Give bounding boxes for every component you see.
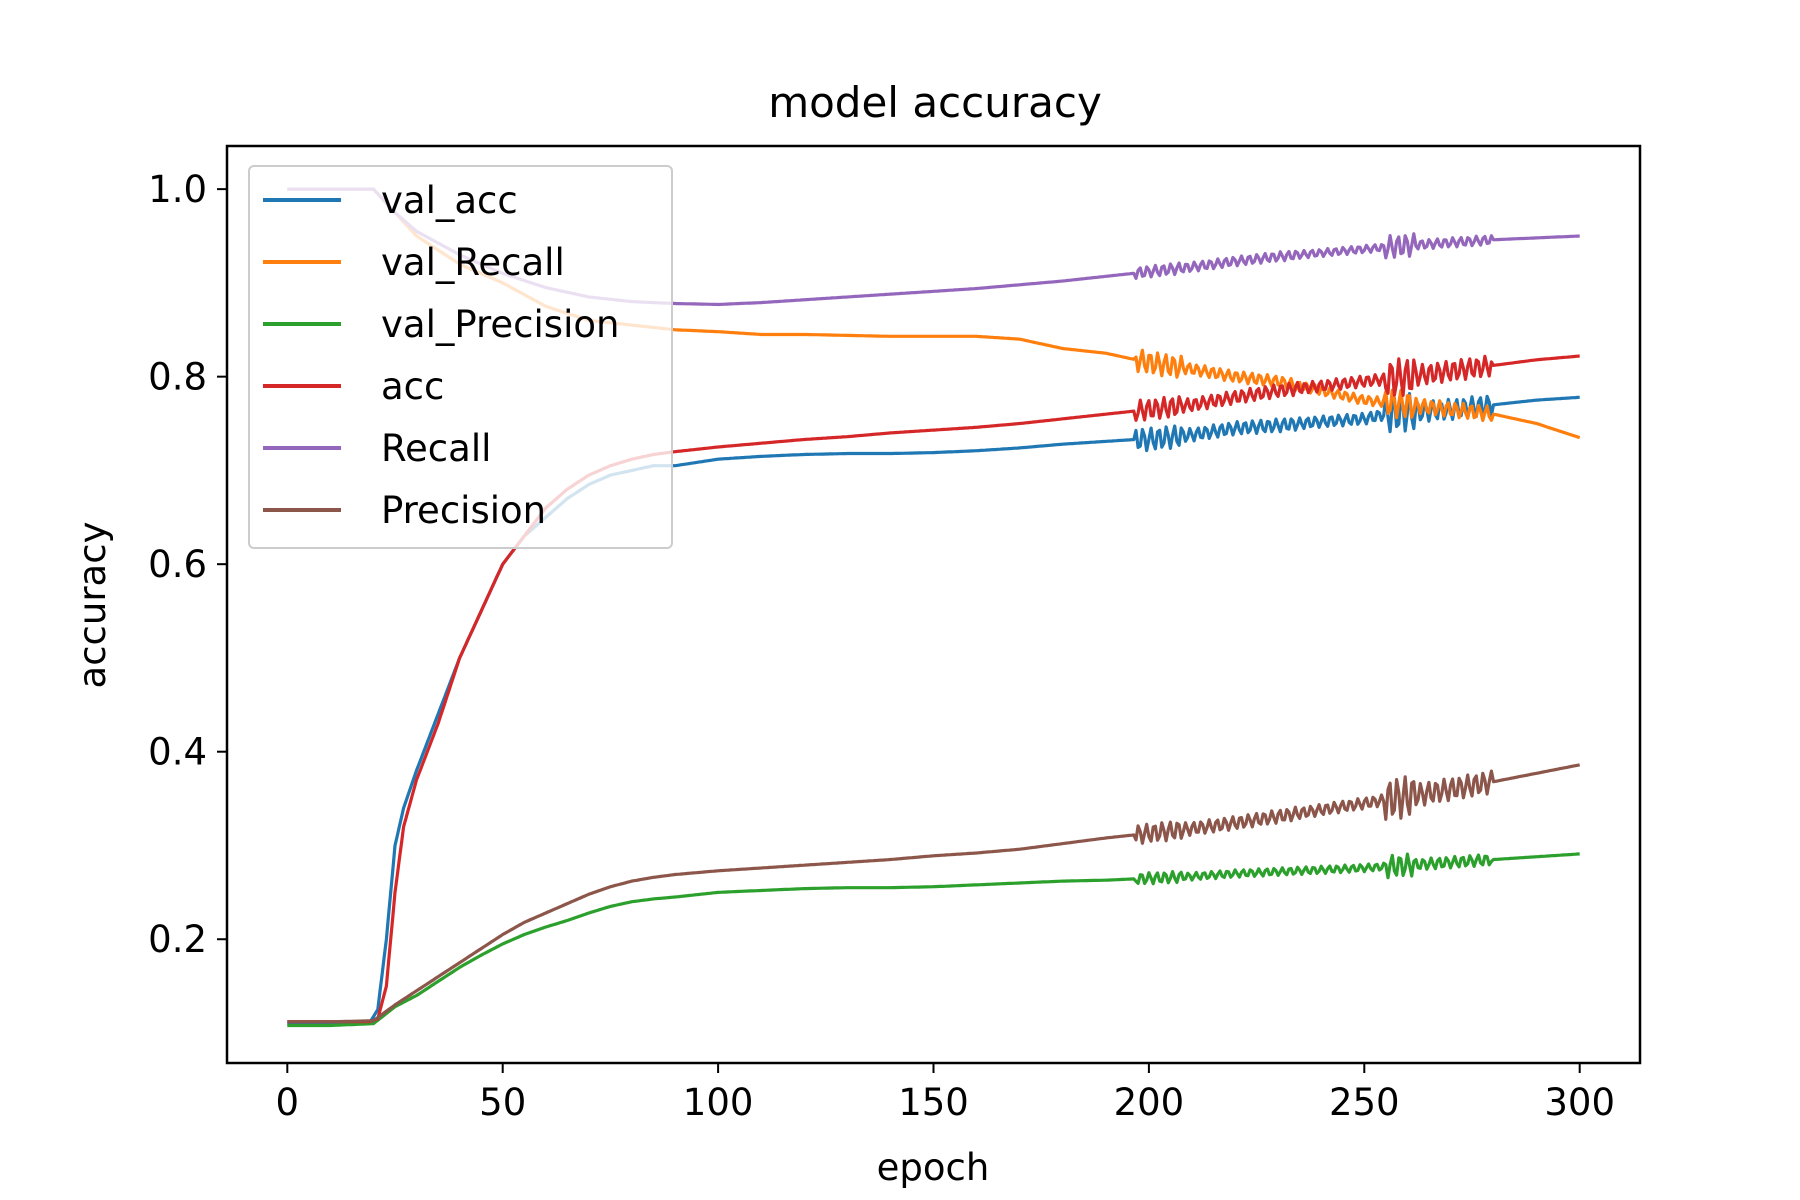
y-tick-label: 0.8 <box>148 356 207 399</box>
chart-title: model accuracy <box>768 78 1102 127</box>
legend-label: Recall <box>381 427 491 470</box>
y-tick-label: 0.2 <box>148 918 207 961</box>
y-tick-label: 1.0 <box>148 168 207 211</box>
legend-box <box>248 165 673 549</box>
x-tick-label: 100 <box>683 1081 754 1124</box>
x-tick-label: 0 <box>276 1081 300 1124</box>
legend-label: Precision <box>381 489 546 532</box>
series-line-precision <box>287 763 1581 1024</box>
y-axis-label: accuracy <box>71 522 114 689</box>
x-tick-label: 300 <box>1544 1081 1615 1124</box>
x-tick-label: 50 <box>479 1081 526 1124</box>
legend-label: val_acc <box>381 179 518 222</box>
x-tick-label: 150 <box>898 1081 969 1124</box>
x-tick-label: 200 <box>1114 1081 1185 1124</box>
x-axis-label: epoch <box>877 1146 990 1189</box>
x-axis: 0 50 100 150 200 250 300 <box>276 1063 1615 1124</box>
series-line-val-precision <box>287 852 1580 1028</box>
legend-label: val_Precision <box>381 303 619 346</box>
series-line-acc <box>287 354 1580 1024</box>
x-tick-label: 250 <box>1329 1081 1400 1124</box>
y-tick-label: 0.6 <box>148 543 207 586</box>
y-tick-label: 0.4 <box>148 731 207 774</box>
legend-label: acc <box>381 365 444 408</box>
legend-label: val_Recall <box>381 241 565 284</box>
y-axis: 0.2 0.4 0.6 0.8 1.0 <box>148 168 227 961</box>
